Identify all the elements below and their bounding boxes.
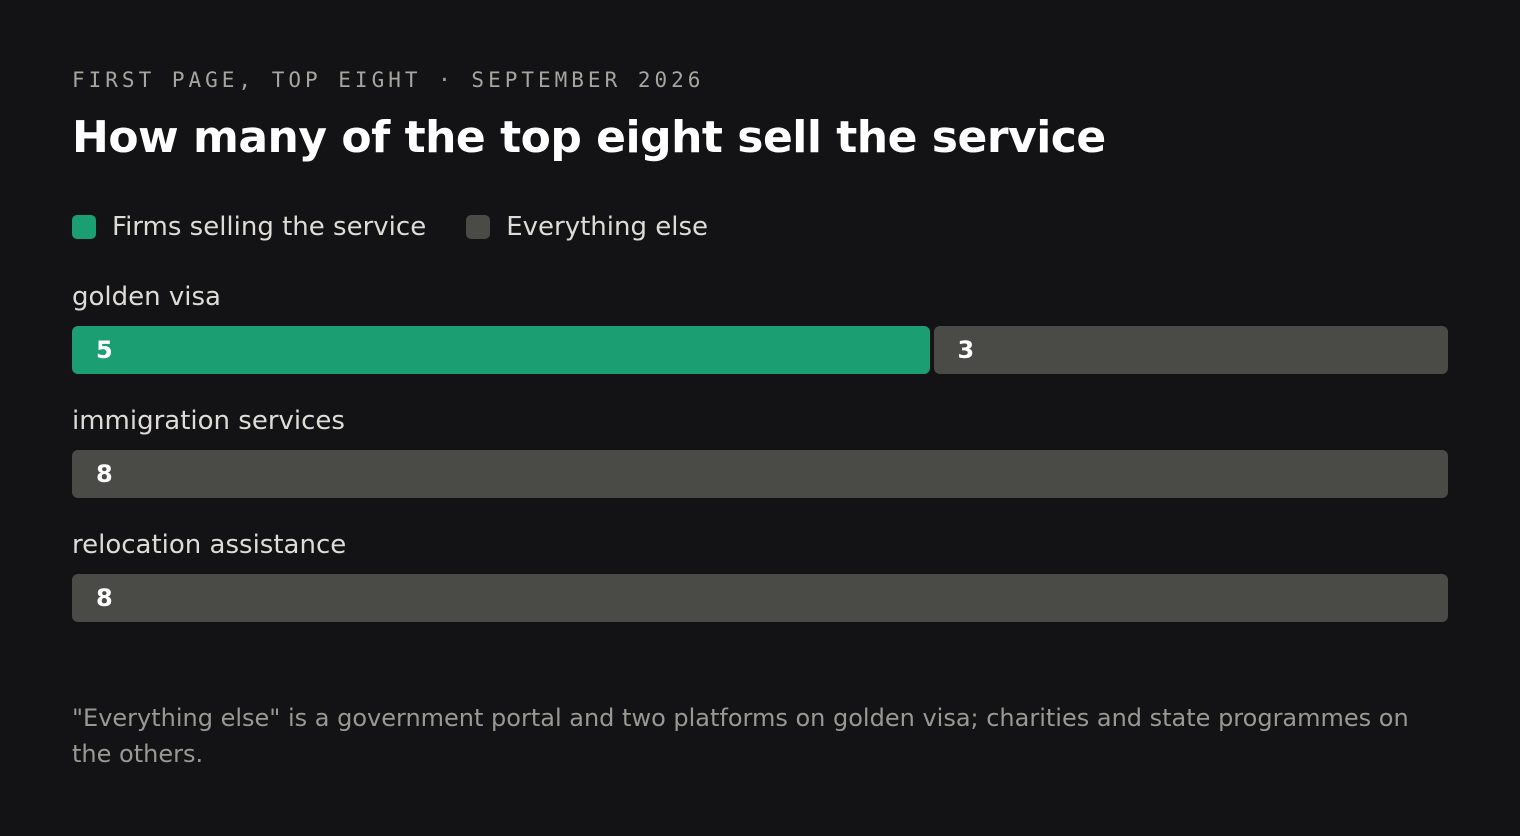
legend-item-else: Everything else <box>466 212 708 242</box>
legend-label-selling: Firms selling the service <box>112 212 427 242</box>
bar-track: 8 <box>72 574 1448 622</box>
legend-label-else: Everything else <box>506 212 708 242</box>
category-label: relocation assistance <box>72 530 347 560</box>
bar-segment-selling: 5 <box>72 326 930 374</box>
category-label: golden visa <box>72 282 221 312</box>
data-label: 3 <box>957 336 975 364</box>
bar-segment-else: 3 <box>933 326 1448 374</box>
category-label: immigration services <box>72 406 345 436</box>
bar-track: 8 <box>72 450 1448 498</box>
bar-row-relocation-assistance: relocation assistance 8 <box>72 530 1448 654</box>
chart-title: How many of the top eight sell the servi… <box>72 112 1106 163</box>
bar-segment-else: 8 <box>72 450 1448 498</box>
legend-item-selling: Firms selling the service <box>72 212 426 242</box>
data-label: 8 <box>96 584 113 612</box>
legend-swatch-else <box>466 215 491 239</box>
chart-kicker: FIRST PAGE, TOP EIGHT · SEPTEMBER 2026 <box>72 68 705 92</box>
data-label: 5 <box>96 336 113 364</box>
bar-segment-else: 8 <box>72 574 1448 622</box>
bar-row-golden-visa: golden visa 5 3 <box>72 282 1448 406</box>
chart-legend: Firms selling the service Everything els… <box>72 212 748 242</box>
chart-footnote: "Everything else" is a government portal… <box>72 704 1409 768</box>
legend-swatch-selling <box>72 215 96 239</box>
chart-plot-area: golden visa 5 3 immigration services 8 reloca… <box>72 282 1448 654</box>
data-label: 8 <box>96 460 113 488</box>
bar-row-immigration-services: immigration services 8 <box>72 406 1448 530</box>
